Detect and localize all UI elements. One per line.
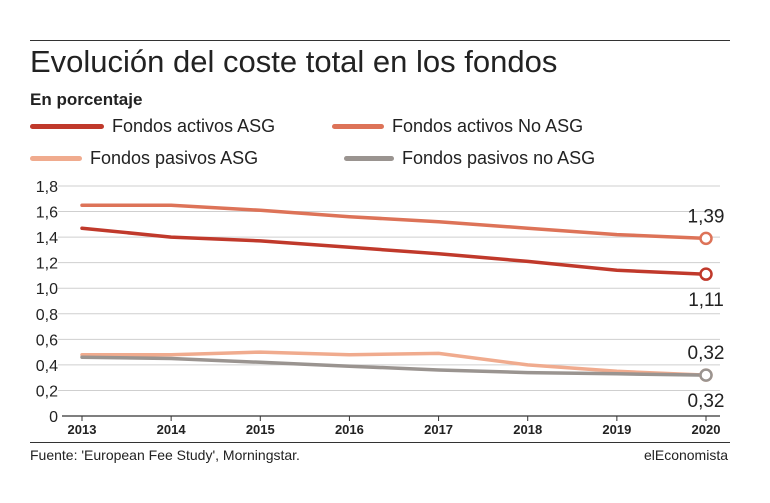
legend-label-pasivos-no-asg: Fondos pasivos no ASG (402, 147, 596, 168)
y-tick-label: 1,8 (36, 179, 58, 196)
data-label: 1,11 (688, 290, 724, 311)
legend-item-pasivos-no-asg: Fondos pasivos no ASG (344, 146, 595, 170)
footer-rule (30, 442, 730, 443)
legend-item-activos-no-asg: Fondos activos No ASG (332, 114, 583, 138)
legend-label-pasivos-asg: Fondos pasivos ASG (90, 147, 259, 168)
y-tick-label: 0,2 (36, 383, 58, 400)
x-tick-label: 2020 (692, 422, 721, 437)
y-tick-label: 1,2 (36, 256, 58, 273)
chart-title: Evolución del coste total en los fondos (30, 44, 558, 79)
series-line-3 (80, 355, 708, 377)
legend-label-activos-asg: Fondos activos ASG (112, 115, 276, 136)
top-rule (30, 40, 730, 41)
legend-label-activos-no-asg: Fondos activos No ASG (392, 115, 584, 136)
series-line-2 (80, 350, 708, 377)
series-line-1 (80, 203, 708, 241)
x-tick-label: 2017 (424, 422, 453, 437)
source-note: Fuente: 'European Fee Study', Morningsta… (30, 447, 300, 463)
legend-swatch-activos-no-asg (332, 123, 384, 129)
end-marker-0 (699, 267, 713, 281)
legend-item-pasivos-asg: Fondos pasivos ASG (30, 146, 258, 170)
y-tick-label: 0,8 (36, 307, 58, 324)
y-tick-label: 0,4 (36, 358, 58, 375)
data-label: 0,32 (688, 391, 725, 412)
chart-subtitle: En porcentaje (30, 90, 143, 109)
end-marker-3 (699, 368, 713, 382)
y-tick-label: 0,6 (36, 332, 58, 349)
data-label: 0,32 (688, 343, 725, 364)
y-tick-label: 1,0 (36, 281, 58, 298)
x-tick-label: 2013 (68, 422, 97, 437)
series-line-0 (80, 226, 708, 276)
y-tick-label: 0 (49, 409, 58, 426)
x-tick-label: 2016 (335, 422, 364, 437)
brand-logo-text: elEconomista (643, 447, 728, 463)
end-marker-1 (699, 231, 713, 246)
x-tick-label: 2015 (246, 422, 275, 437)
legend-swatch-pasivos-no-asg (344, 155, 394, 161)
data-label: 1,39 (688, 206, 725, 227)
x-tick-label: 2018 (513, 422, 542, 437)
x-tick-label: 2019 (602, 422, 631, 437)
y-tick-label: 1,6 (36, 205, 58, 222)
x-tick-label: 2014 (157, 422, 187, 437)
y-tick-label: 1,4 (36, 230, 58, 247)
legend-swatch-pasivos-asg (30, 155, 82, 161)
legend-item-activos-asg: Fondos activos ASG (30, 114, 275, 138)
legend-swatch-activos-asg (30, 123, 104, 129)
